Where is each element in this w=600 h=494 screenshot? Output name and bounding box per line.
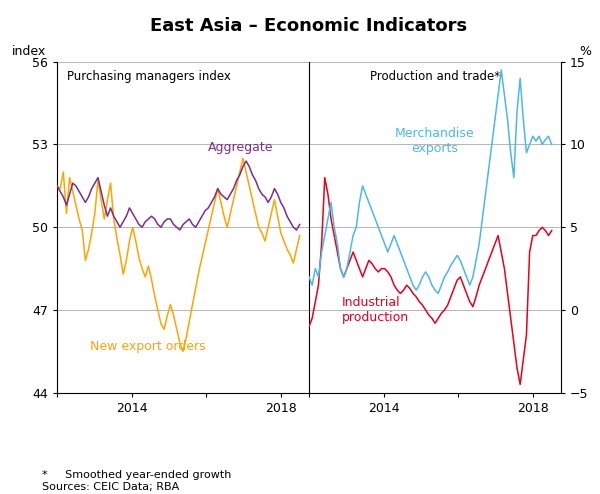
Text: *     Smoothed year-ended growth
Sources: CEIC Data; RBA: * Smoothed year-ended growth Sources: CE… — [42, 470, 232, 492]
Text: Industrial
production: Industrial production — [342, 296, 409, 324]
Text: East Asia – Economic Indicators: East Asia – Economic Indicators — [151, 17, 467, 35]
Text: Merchandise
exports: Merchandise exports — [395, 127, 475, 155]
Text: Purchasing managers index: Purchasing managers index — [67, 70, 231, 83]
Text: New export orders: New export orders — [90, 340, 205, 353]
Text: %: % — [579, 45, 591, 58]
Text: index: index — [11, 45, 46, 58]
Text: Production and trade*: Production and trade* — [370, 70, 500, 83]
Text: Aggregate: Aggregate — [208, 141, 274, 154]
